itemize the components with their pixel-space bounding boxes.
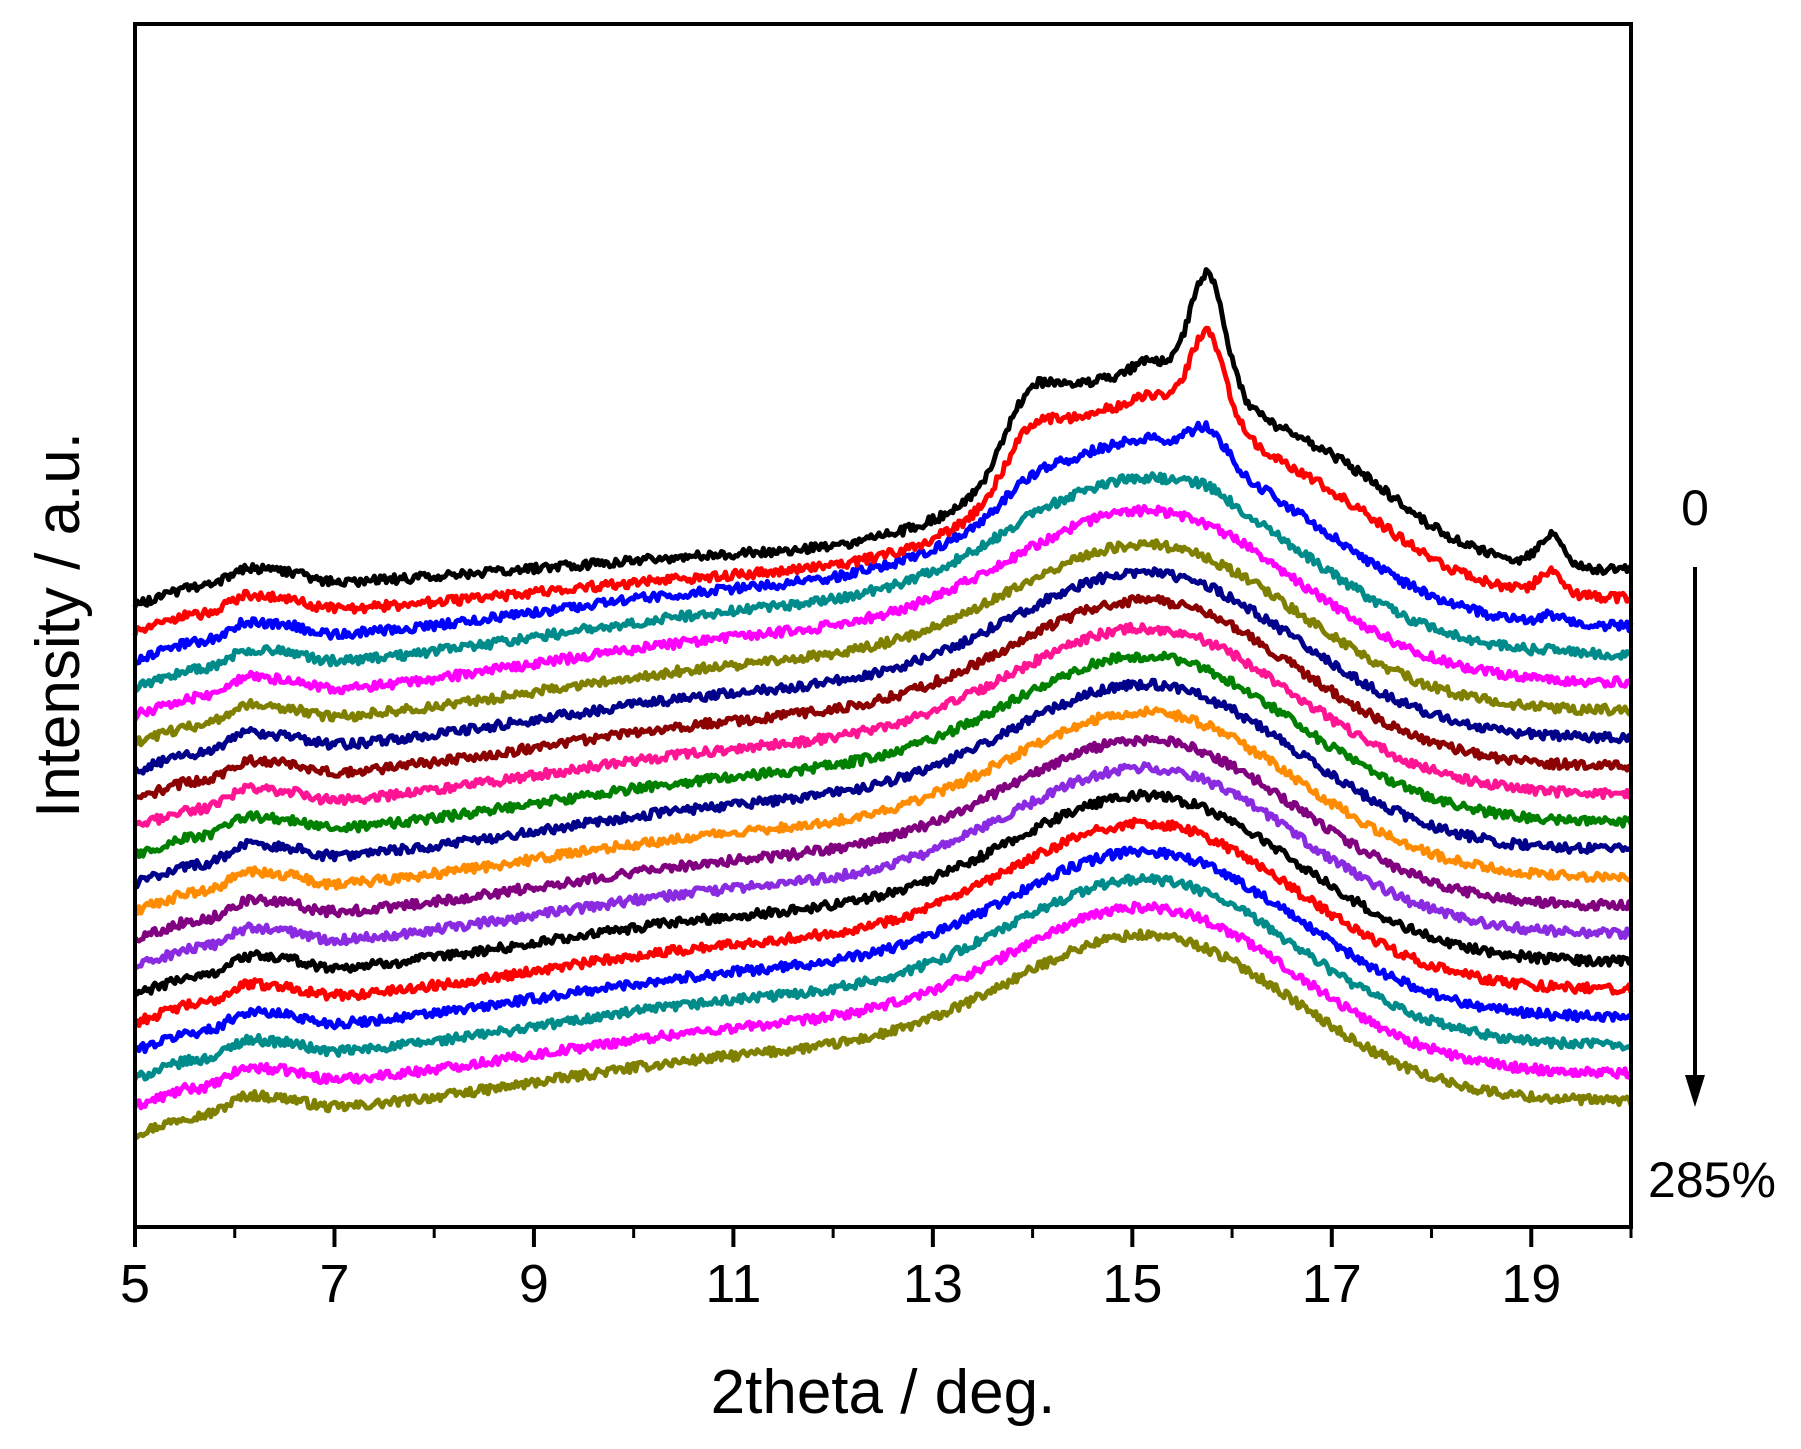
series-line [132, 566, 1632, 776]
series-line [133, 471, 1634, 694]
series-line [132, 734, 1633, 944]
series-line [132, 538, 1633, 748]
x-tick-label: 11 [705, 1254, 761, 1314]
direction-arrow-head [1685, 1075, 1705, 1107]
x-tick-label: 15 [1102, 1254, 1162, 1314]
series-line [133, 593, 1633, 801]
series-start-label: 0 [1681, 480, 1709, 536]
series-line [134, 788, 1634, 997]
x-tick-label: 7 [319, 1254, 349, 1314]
series-line [132, 705, 1632, 917]
series-end-label: 285% [1648, 1152, 1776, 1208]
series-line [132, 873, 1633, 1082]
series-line [132, 900, 1634, 1111]
series-line [134, 420, 1634, 666]
x-tick-label: 13 [903, 1254, 963, 1314]
series-line [133, 650, 1634, 859]
plot-frame [133, 22, 1633, 1229]
x-axis-ticks: 5 7 9 11 13 15 17 19 [120, 1227, 1633, 1314]
series-line [133, 761, 1634, 970]
series-line [132, 325, 1632, 636]
series-line [133, 928, 1634, 1140]
x-tick-label: 5 [120, 1254, 150, 1314]
x-axis-title: 2theta / deg. [711, 1358, 1056, 1427]
series-line [132, 504, 1634, 722]
series-layer [132, 267, 1634, 1140]
x-tick-label: 19 [1501, 1254, 1561, 1314]
series-line [134, 621, 1634, 828]
series-line [133, 816, 1634, 1029]
y-axis-title: Intensity / a.u. [24, 432, 93, 818]
series-line [132, 677, 1633, 890]
series-line [132, 267, 1633, 608]
series-line [132, 845, 1632, 1055]
x-tick-label: 17 [1302, 1254, 1362, 1314]
x-tick-label: 9 [519, 1254, 549, 1314]
